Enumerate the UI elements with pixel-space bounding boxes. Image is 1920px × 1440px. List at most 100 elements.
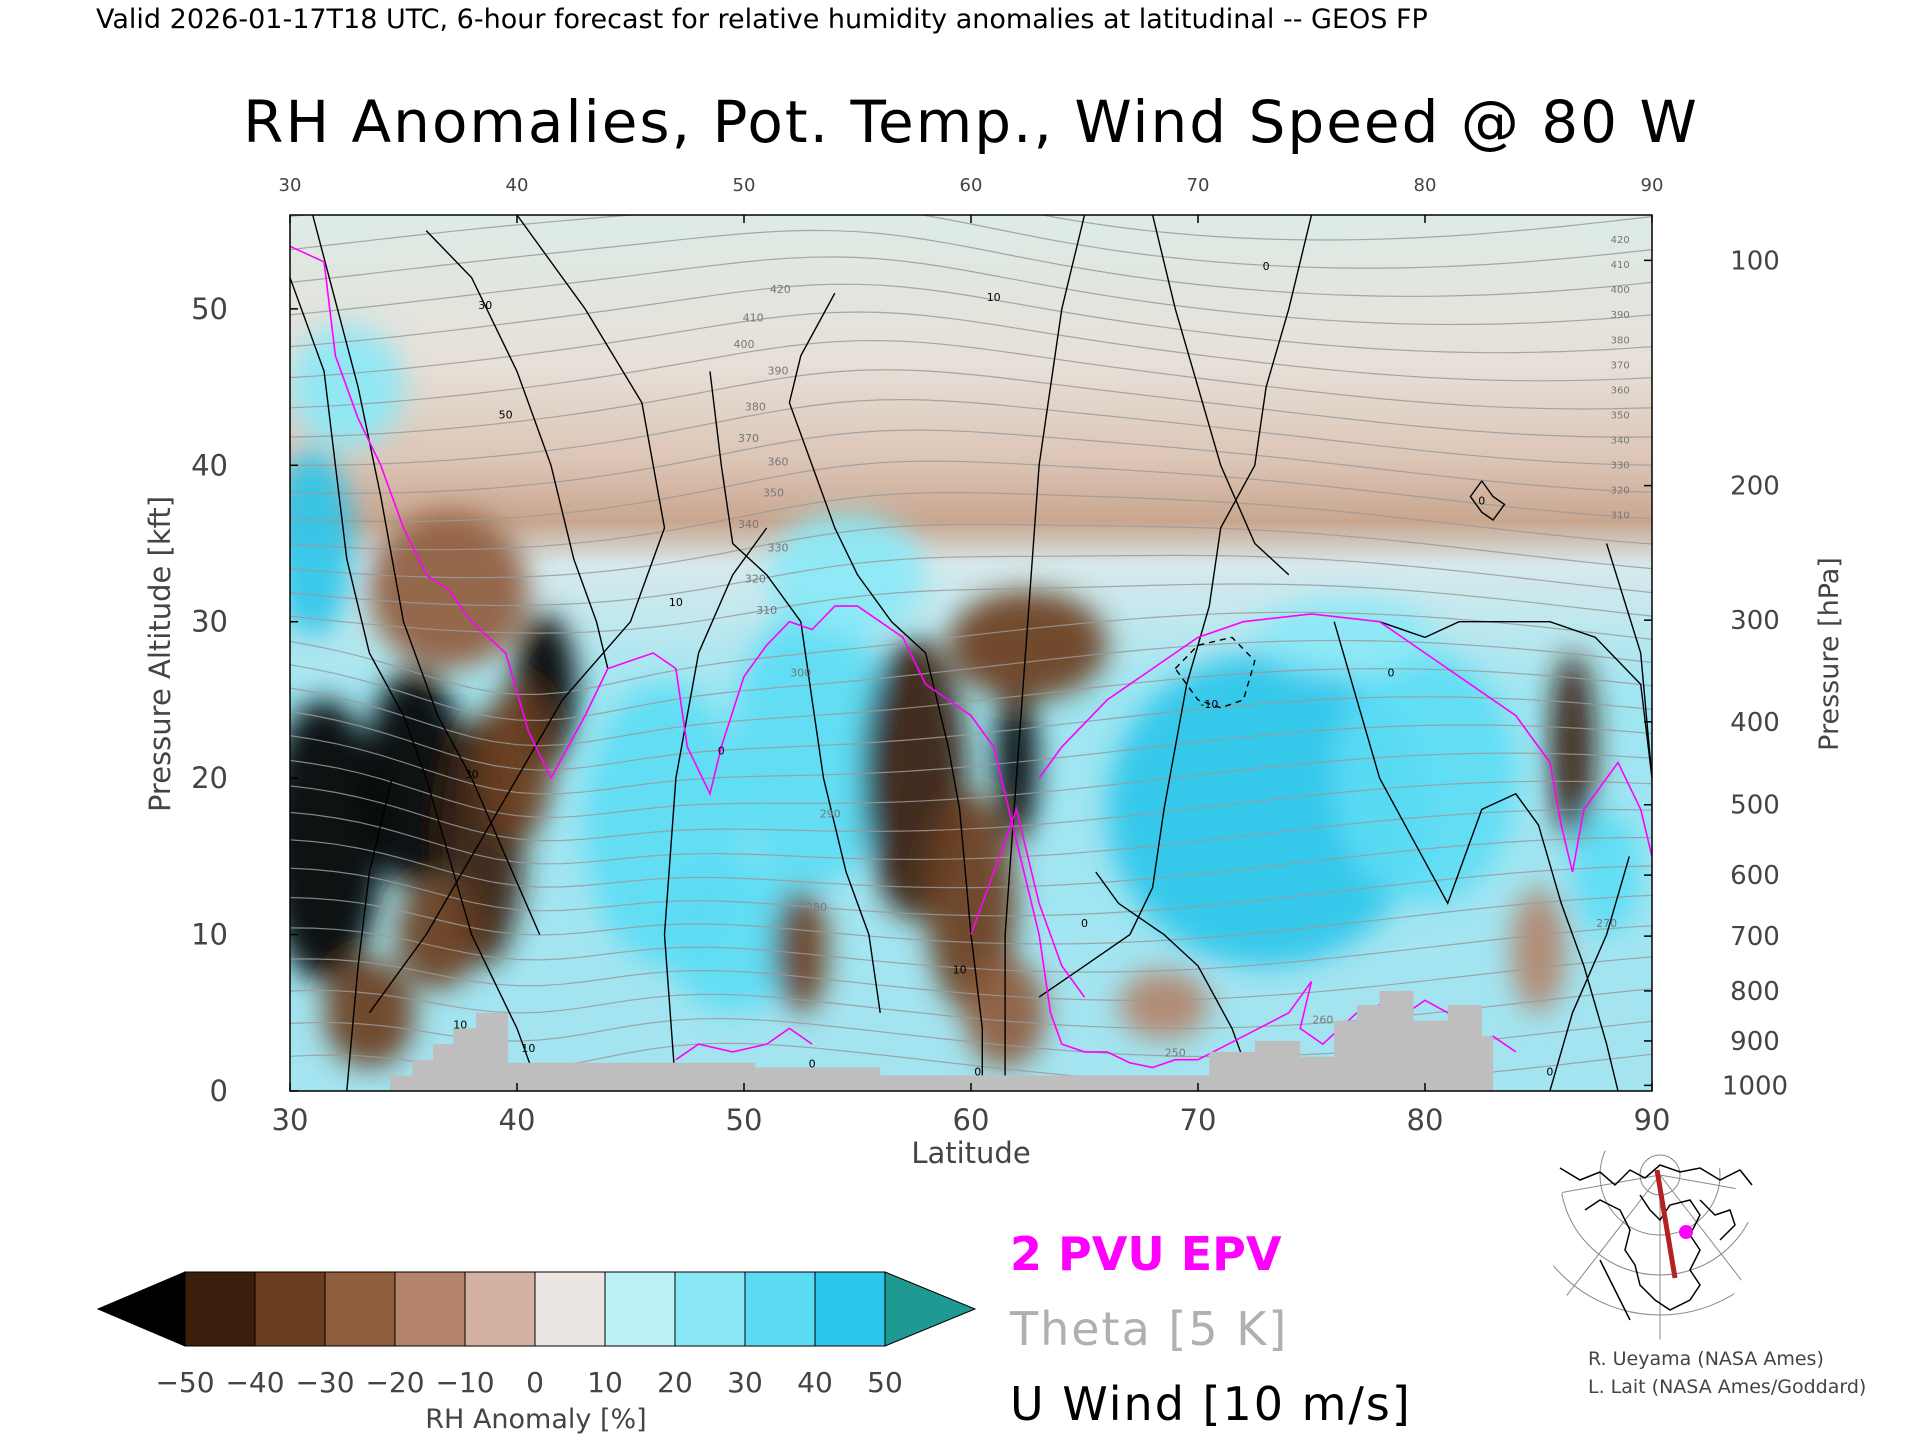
axes: 3030404050506060707080809090010203040501…: [191, 175, 1788, 1137]
colorbar-arrow-left: [96, 1271, 186, 1347]
wind-contour: [1549, 856, 1630, 1091]
pressure-tick-label: 700: [1730, 922, 1780, 952]
pressure-tick-label: 400: [1730, 708, 1780, 738]
colorbar-segment: [814, 1271, 886, 1347]
colorbar-tick-label: −30: [295, 1366, 354, 1399]
wind-contour: [1379, 621, 1652, 779]
rh-blob: [396, 879, 479, 990]
wind-contour: [1004, 215, 1086, 1091]
forecast-header: Valid 2026-01-17T18 UTC, 6-hour forecast…: [96, 4, 1428, 35]
theta-edge-label: 350: [1611, 410, 1630, 421]
x-tick-label: 30: [272, 1103, 309, 1137]
theta-edge-label: 320: [1611, 485, 1630, 496]
wind-contour: [290, 277, 541, 1091]
pressure-tick-label: 500: [1730, 791, 1780, 821]
pressure-tick-label: 100: [1730, 246, 1780, 276]
colorbar-tick-label: −20: [365, 1366, 424, 1399]
inset-map-marker: [1679, 1225, 1693, 1239]
x-tick-label: 60: [953, 1103, 990, 1137]
colorbar-segment: [744, 1271, 816, 1347]
theta-contour-label: 400: [734, 338, 755, 351]
theta-contour: [290, 752, 1652, 819]
theta-contour-label: 340: [738, 518, 759, 531]
colorbar-segment: [324, 1271, 396, 1347]
theta-edge-label: 390: [1611, 310, 1630, 321]
wind-contour: [312, 215, 541, 935]
theta-edge-label: 340: [1611, 435, 1630, 446]
colorbar-segment: [394, 1271, 466, 1347]
pressure-tick-label: 600: [1730, 861, 1780, 891]
wind-contour-label: 30: [465, 768, 479, 781]
y-axis-label-right: Pressure [hPa]: [1814, 557, 1845, 751]
theta-contour: [290, 554, 1652, 607]
epv-contour: [290, 245, 552, 779]
wind-contour-label: 0: [718, 745, 725, 758]
wind-contour: [663, 527, 768, 1091]
colorbar: −50 −40 −30 −20 −10 0 10 20 30 40 50: [96, 1271, 977, 1399]
theta-edge-label: 370: [1611, 360, 1630, 371]
theta-contour-label: 350: [763, 487, 784, 500]
theta-contour-label: 270: [1596, 917, 1617, 930]
theta-contour: [290, 283, 1652, 354]
theta-edge-label: 380: [1611, 335, 1630, 346]
plot-area: 4204104003903803703603503403303203103002…: [290, 215, 1652, 1091]
legend-epv: 2 PVU EPV: [1010, 1227, 1282, 1281]
wind-contour: [1095, 871, 1256, 1091]
wind-contour-label: 0: [809, 1058, 816, 1071]
theta-contour: [290, 311, 1652, 382]
theta-contour: [290, 724, 1652, 795]
pressure-tick-label: 200: [1730, 472, 1780, 502]
colorbar-tick-label: 30: [727, 1366, 763, 1399]
theta-edge-label: 410: [1611, 260, 1630, 271]
colorbar-tick-label: 10: [587, 1366, 623, 1399]
colorbar-arrow-right: [884, 1271, 977, 1347]
legend-wind: U Wind [10 m/s]: [1010, 1377, 1412, 1431]
wind-contour-label: 0: [1263, 260, 1270, 273]
wind-contour: [1469, 480, 1506, 521]
colorbar-segment: [604, 1271, 676, 1347]
x-tick-label: 70: [1180, 1103, 1217, 1137]
wind-contour-negative: [1174, 636, 1256, 709]
colorbar-segment: [534, 1271, 606, 1347]
colorbar-tick-label: −40: [225, 1366, 284, 1399]
theta-contour-label: 370: [738, 432, 759, 445]
wind-contour-label: 0: [1478, 494, 1485, 507]
pressure-tick-label: 900: [1730, 1027, 1780, 1057]
wind-contours: [290, 215, 1652, 1091]
x-tick-label-top: 80: [1414, 175, 1437, 196]
colorbar-tick-label: 50: [867, 1366, 903, 1399]
wind-contour: [1605, 543, 1652, 779]
theta-contours: [290, 215, 1652, 1086]
inset-map: [1550, 1140, 1755, 1340]
wind-contour-label: 0: [1081, 917, 1088, 930]
theta-contour-label: 360: [768, 455, 789, 468]
inset-map-coastline: [1559, 1164, 1753, 1321]
colorbar-tick-label: −50: [155, 1366, 214, 1399]
wind-contour-label: 10: [669, 596, 683, 609]
theta-contour-label: 320: [745, 573, 766, 586]
colorbar-label: RH Anomaly [%]: [425, 1404, 646, 1435]
rh-blob: [1334, 653, 1516, 904]
x-tick-label: 90: [1634, 1103, 1671, 1137]
theta-contour: [290, 491, 1652, 551]
theta-contour: [290, 925, 1652, 973]
y-axis-label-left: Pressure Altitude [kft]: [143, 496, 177, 812]
epv-contour: [1038, 613, 1652, 873]
y-tick-label: 30: [191, 605, 228, 639]
wind-contour: [425, 230, 609, 669]
theta-edge-label: 330: [1611, 460, 1630, 471]
theta-contour: [290, 837, 1652, 889]
theta-contour: [290, 639, 1652, 722]
wind-contour: [368, 215, 666, 1014]
theta-contour: [290, 667, 1652, 747]
theta-contour: [290, 956, 1652, 1001]
theta-contour-label: 310: [756, 604, 777, 617]
theta-contour-label: 280: [806, 901, 827, 914]
theta-contour-label: 420: [770, 283, 791, 296]
y-tick-label: 10: [191, 918, 228, 952]
rh-blob: [732, 606, 892, 888]
theta-contour-label: 250: [1165, 1047, 1186, 1060]
rh-blob: [1118, 970, 1210, 1040]
contour-labels: 4204104003903803703603503403303203103002…: [453, 235, 1630, 1078]
